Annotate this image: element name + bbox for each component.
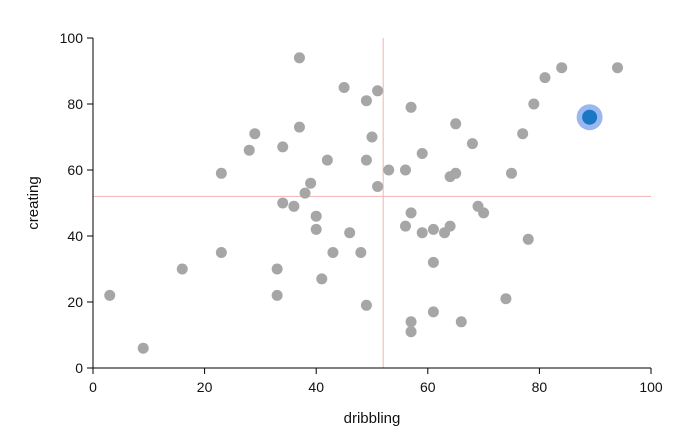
data-point: [399, 220, 411, 232]
y-tick-label: 100: [60, 30, 84, 46]
data-point: [299, 187, 311, 199]
x-axis-title: dribbling: [344, 410, 401, 427]
y-tick-label: 40: [67, 228, 83, 244]
data-point: [305, 177, 317, 189]
data-point: [528, 98, 540, 110]
data-point: [360, 154, 372, 166]
y-axis-title: creating: [25, 176, 42, 229]
x-tick-label: 40: [308, 379, 324, 395]
data-point: [427, 306, 439, 318]
data-point: [416, 227, 428, 239]
data-point: [271, 263, 283, 275]
data-point: [271, 289, 283, 301]
data-point: [405, 207, 417, 219]
data-point: [372, 181, 384, 192]
data-point: [310, 223, 322, 235]
x-ticks: 0 20 40 60 80 100: [89, 368, 663, 395]
x-tick-label: 20: [197, 379, 213, 395]
data-point: [405, 316, 417, 328]
data-point: [243, 144, 255, 156]
data-point: [293, 121, 305, 133]
data-point: [383, 164, 395, 176]
y-tick-label: 80: [67, 96, 83, 112]
data-point: [399, 164, 411, 176]
data-point: [450, 118, 462, 130]
x-tick-label: 80: [532, 379, 548, 395]
data-point: [176, 263, 188, 275]
data-point: [450, 167, 462, 179]
data-points: [104, 52, 624, 354]
data-point: [104, 289, 116, 301]
data-point: [416, 148, 428, 159]
y-tick-label: 0: [75, 360, 83, 376]
data-point: [277, 141, 289, 153]
data-point: [444, 220, 456, 232]
axes: [92, 38, 651, 369]
data-point: [360, 299, 372, 311]
data-point: [310, 210, 322, 222]
y-ticks: 0 20 40 60 80 100: [60, 30, 93, 376]
data-point: [539, 72, 551, 84]
data-point: [360, 95, 372, 107]
data-point: [478, 207, 490, 219]
data-point: [466, 138, 478, 150]
data-point: [506, 167, 517, 179]
highlighted-point[interactable]: [576, 104, 603, 131]
x-tick-label: 0: [89, 379, 97, 395]
data-point: [517, 128, 529, 140]
data-point: [612, 62, 624, 74]
data-point: [500, 293, 512, 305]
data-point: [556, 62, 568, 74]
data-point: [321, 154, 333, 166]
data-point: [316, 273, 328, 285]
data-point: [338, 82, 350, 93]
data-point: [455, 316, 467, 328]
data-point: [137, 342, 149, 354]
data-point: [372, 85, 384, 97]
data-point: [249, 128, 261, 140]
y-tick-label: 20: [67, 294, 83, 310]
data-point: [327, 247, 339, 258]
data-point: [293, 52, 305, 64]
data-point: [215, 247, 227, 258]
data-point: [277, 197, 289, 209]
highlighted-data-point[interactable]: [582, 109, 598, 125]
data-point: [344, 227, 356, 239]
x-tick-label: 100: [639, 379, 663, 395]
data-point: [366, 131, 378, 143]
x-tick-label: 60: [420, 379, 436, 395]
data-point: [427, 223, 439, 235]
data-point: [405, 101, 417, 113]
data-point: [215, 167, 227, 179]
data-point: [355, 247, 367, 258]
data-point: [522, 233, 534, 245]
data-point: [427, 256, 439, 268]
y-tick-label: 60: [67, 162, 83, 178]
data-point: [288, 200, 300, 212]
reference-lines: [93, 38, 651, 368]
data-point: [405, 326, 417, 338]
